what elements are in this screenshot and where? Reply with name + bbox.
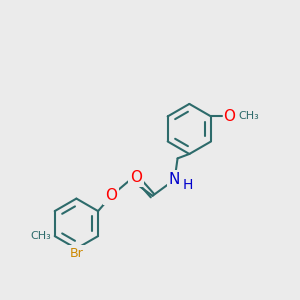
Text: CH₃: CH₃ bbox=[238, 111, 259, 122]
Text: H: H bbox=[183, 178, 193, 192]
Text: O: O bbox=[224, 109, 236, 124]
Text: Br: Br bbox=[70, 248, 83, 260]
Text: O: O bbox=[130, 170, 142, 185]
Text: N: N bbox=[169, 172, 180, 187]
Text: O: O bbox=[105, 188, 117, 203]
Text: CH₃: CH₃ bbox=[30, 231, 51, 241]
